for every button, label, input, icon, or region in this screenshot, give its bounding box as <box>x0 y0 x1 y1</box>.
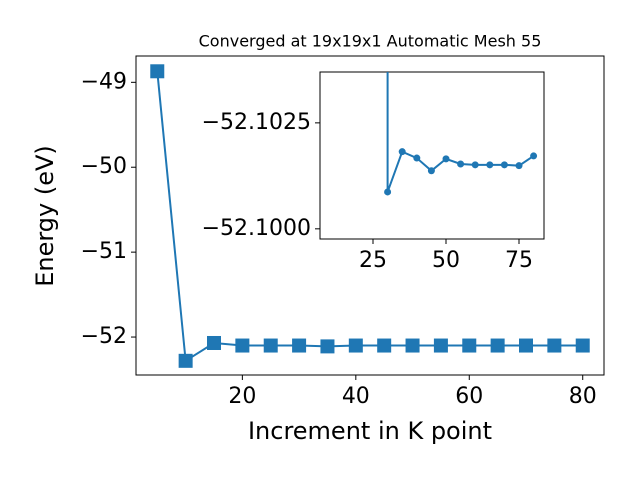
marker <box>178 353 193 368</box>
marker <box>457 160 465 168</box>
series-line <box>156 71 583 363</box>
series-group <box>150 64 590 368</box>
marker <box>398 148 406 156</box>
marker <box>433 338 448 353</box>
marker <box>405 338 420 353</box>
x-tick-label: 25 <box>359 248 387 273</box>
y-tick-label: −51 <box>81 239 127 264</box>
marker <box>320 339 335 354</box>
y-tick-label: −49 <box>81 69 127 94</box>
x-tick-label: 50 <box>432 248 460 273</box>
marker <box>348 338 363 353</box>
y-tick-label: −52.1025 <box>202 110 311 135</box>
marker <box>384 188 392 196</box>
marker <box>263 338 278 353</box>
x-tick-label: 80 <box>569 384 597 409</box>
marker <box>292 338 307 353</box>
y-tick-label: −52 <box>81 324 127 349</box>
marker <box>575 338 590 353</box>
marker <box>235 338 250 353</box>
y-axis-label: Energy (eV) <box>31 145 59 287</box>
marker <box>515 162 523 170</box>
marker <box>547 338 562 353</box>
marker <box>471 161 479 169</box>
marker <box>442 155 450 163</box>
marker <box>427 167 435 175</box>
plot-area <box>135 55 605 376</box>
x-tick-label: 40 <box>342 384 370 409</box>
marker <box>462 338 477 353</box>
y-tick-label: −50 <box>81 154 127 179</box>
inset-background <box>320 72 544 239</box>
marker <box>377 338 392 353</box>
chart-title: Converged at 19x19x1 Automatic Mesh 55 <box>199 32 542 51</box>
marker <box>486 161 494 169</box>
marker <box>490 338 505 353</box>
marker <box>413 154 421 162</box>
marker <box>207 335 221 350</box>
marker <box>530 152 538 160</box>
y-tick-label: −52.1000 <box>202 216 311 241</box>
x-tick-label: 20 <box>228 384 256 409</box>
x-tick-label: 60 <box>455 384 483 409</box>
marker <box>150 64 165 79</box>
series-group <box>384 72 538 196</box>
plot-area <box>319 71 545 240</box>
x-tick-label: 75 <box>505 248 533 273</box>
marker <box>519 338 533 353</box>
marker <box>500 161 508 169</box>
x-axis-label: Increment in K point <box>248 417 492 445</box>
